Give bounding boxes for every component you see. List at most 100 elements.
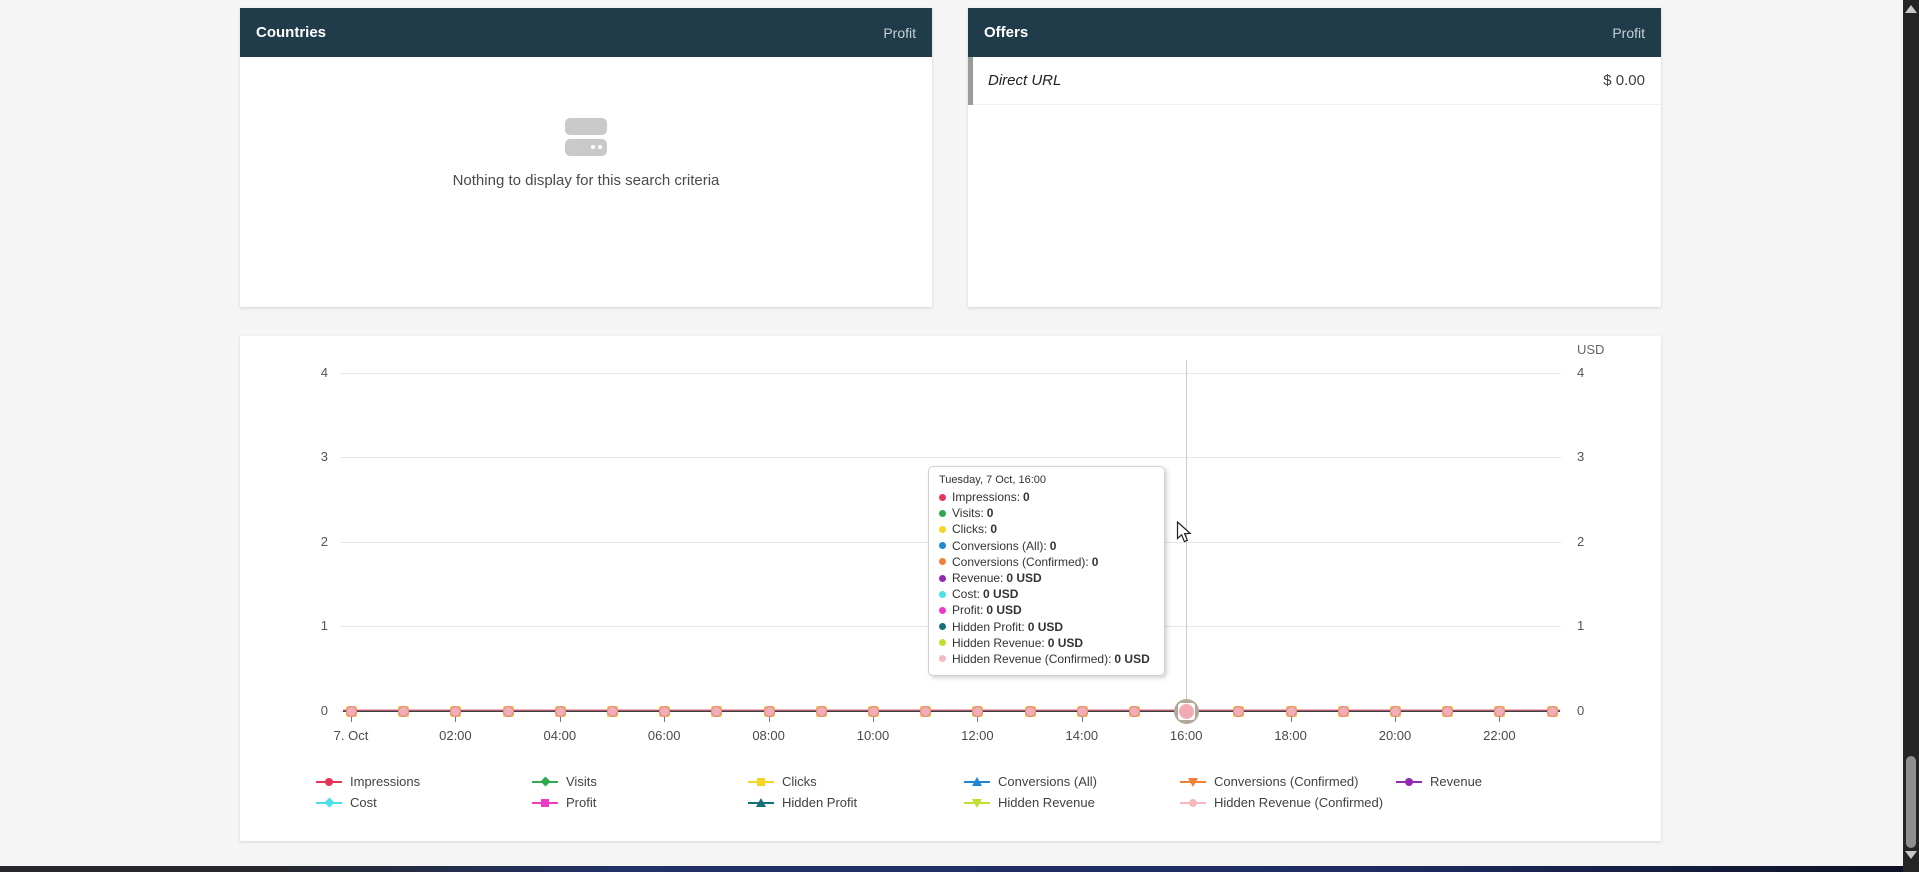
legend-item-cost[interactable]: Cost [316, 794, 532, 811]
data-point-marker[interactable] [502, 706, 514, 717]
countries-metric-label: Profit [883, 24, 916, 41]
tooltip-row: Impressions: 0 [939, 489, 1154, 505]
chart-panel: USD Impressions Visits Clicks Conversions (… [240, 336, 1661, 841]
legend-item-clicks[interactable]: Clicks [748, 773, 964, 790]
x-axis-label: 7. Oct [333, 728, 369, 743]
data-point-marker[interactable] [607, 706, 618, 717]
offer-row-accent-bar [968, 57, 973, 105]
tooltip-series-label: Conversions (Confirmed): [952, 554, 1089, 569]
tooltip-series-dot [939, 639, 946, 647]
triangle-up-marker-icon [964, 776, 990, 788]
usd-unit-label: USD [1577, 342, 1605, 357]
tooltip-series-label: Hidden Revenue (Confirmed): [952, 651, 1112, 666]
vertical-scrollbar[interactable] [1903, 0, 1919, 872]
data-point-marker[interactable] [711, 706, 723, 717]
data-point-marker[interactable] [1390, 706, 1401, 717]
tooltip-series-label: Profit: [952, 603, 984, 618]
database-icon [565, 118, 607, 156]
circle-marker-icon [1180, 797, 1206, 809]
tooltip-row: Revenue: 0 USD [939, 570, 1154, 586]
legend-item-visits[interactable]: Visits [532, 773, 748, 790]
data-point-marker[interactable] [1024, 706, 1036, 717]
scrollbar-thumb[interactable] [1906, 756, 1916, 848]
y-axis-label-left: 0 [320, 703, 328, 718]
legend-item-conversions-confirmed[interactable]: Conversions (Confirmed) [1180, 773, 1396, 790]
tooltip-row: Profit: 0 USD [939, 602, 1154, 618]
offers-panel-title: Offers [984, 24, 1029, 41]
tooltip-series-value: 0 [1023, 490, 1030, 505]
axis-tick [1395, 715, 1396, 722]
legend-item-impressions[interactable]: Impressions [316, 773, 532, 790]
data-point-marker[interactable] [1076, 706, 1088, 717]
axis-tick [455, 715, 457, 722]
mouse-cursor [1176, 521, 1192, 543]
legend-item-hidden-revenue-confirmed[interactable]: Hidden Revenue (Confirmed) [1180, 794, 1396, 811]
countries-panel-title: Countries [256, 24, 327, 41]
scroll-down-arrow-icon[interactable] [1905, 851, 1917, 859]
data-point-marker[interactable] [763, 706, 775, 717]
x-axis-label: 06:00 [647, 728, 681, 743]
legend-label: Hidden Profit [782, 795, 858, 810]
data-point-marker[interactable] [398, 706, 410, 717]
data-point-marker[interactable] [920, 706, 932, 717]
x-axis-label: 04:00 [543, 728, 577, 743]
x-axis-label: 08:00 [752, 728, 785, 743]
tooltip-row: Conversions (All): 0 [939, 538, 1154, 554]
legend-label: Hidden Revenue (Confirmed) [1214, 795, 1384, 810]
data-point-marker[interactable] [1233, 706, 1245, 717]
data-point-marker[interactable] [450, 706, 462, 717]
legend-item-profit[interactable]: Profit [532, 794, 748, 811]
diamond-marker-icon [316, 797, 342, 809]
data-point-marker[interactable] [346, 706, 357, 717]
tooltip-row: Visits: 0 [939, 505, 1154, 521]
data-point-marker[interactable] [972, 706, 984, 717]
y-axis-label-right: 2 [1577, 534, 1585, 549]
tooltip-series-value: 0 [986, 506, 994, 521]
x-axis-label: 22:00 [1483, 728, 1516, 743]
offer-name[interactable]: Direct URL [988, 72, 1062, 89]
axis-tick [1081, 715, 1083, 722]
data-point-marker[interactable] [1337, 706, 1349, 717]
tooltip-row: Clicks: 0 [939, 521, 1154, 537]
offers-panel: Offers Profit Direct URL $ 0.00 [968, 8, 1661, 307]
triangle-down-marker-icon [1180, 776, 1206, 788]
y-axis-label-right: 3 [1577, 449, 1585, 464]
crosshair-line [1186, 360, 1188, 712]
data-point-marker[interactable] [1442, 706, 1454, 717]
chart-legend: Impressions Visits Clicks Conversions (All)… [316, 773, 1612, 811]
legend-item-hidden-revenue[interactable]: Hidden Revenue [964, 794, 1180, 811]
tooltip-row: Hidden Revenue: 0 USD [939, 635, 1154, 651]
axis-tick [559, 715, 561, 722]
tooltip-series-dot [939, 525, 946, 533]
data-point-marker[interactable] [1285, 706, 1297, 717]
data-point-marker[interactable] [659, 706, 671, 717]
square-marker-icon [748, 776, 774, 788]
tooltip-series-dot [939, 558, 946, 566]
data-point-marker[interactable] [1494, 706, 1506, 717]
data-point-marker[interactable] [1129, 706, 1140, 717]
axis-tick [351, 715, 352, 722]
legend-item-hidden-profit[interactable]: Hidden Profit [748, 794, 964, 811]
axis-tick [768, 715, 770, 722]
y-axis-label-left: 1 [320, 618, 328, 633]
tooltip-series-dot [939, 655, 946, 663]
axis-tick [873, 715, 874, 722]
legend-label: Cost [350, 795, 377, 810]
countries-panel-header: Countries Profit [240, 8, 932, 57]
tooltip-series-dot [939, 493, 946, 501]
hovered-point-marker[interactable] [1174, 699, 1200, 724]
circle-marker-icon [1396, 776, 1422, 788]
tooltip-row: Hidden Revenue (Confirmed): 0 USD [939, 651, 1154, 667]
data-point-marker[interactable] [815, 706, 827, 717]
legend-item-revenue[interactable]: Revenue [1396, 773, 1612, 790]
tooltip-title: Tuesday, 7 Oct, 16:00 [939, 474, 1047, 486]
legend-item-conversions-all[interactable]: Conversions (All) [964, 773, 1180, 790]
data-point-marker[interactable] [1546, 706, 1558, 717]
legend-label: Revenue [1430, 774, 1483, 789]
data-point-marker[interactable] [868, 706, 879, 717]
scroll-up-arrow-icon[interactable] [1905, 5, 1917, 13]
tooltip-series-value: 0 USD [1047, 635, 1084, 650]
data-point-marker[interactable] [554, 706, 566, 717]
chart-plot-area: USD Impressions Visits Clicks Conversions (… [240, 336, 1661, 841]
offer-row[interactable]: Direct URL $ 0.00 [968, 57, 1661, 105]
